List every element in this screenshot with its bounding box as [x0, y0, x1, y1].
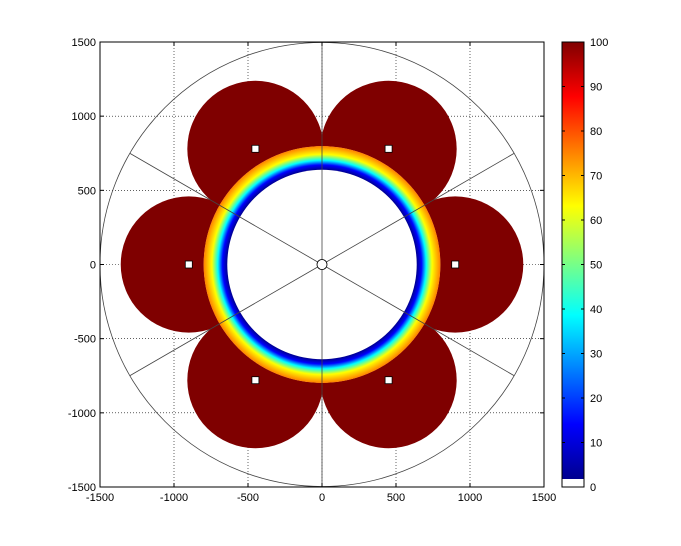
gradient-band	[203, 195, 265, 334]
x-tick-label: 500	[387, 492, 405, 504]
x-tick-label: -1000	[160, 492, 188, 504]
colorbar-gradient	[562, 42, 584, 479]
y-axis-ticks: 1500 1000 500 0 -500 -1000 -1500	[68, 37, 544, 494]
marker	[384, 144, 393, 153]
colorbar-tick-label: 100	[590, 37, 608, 49]
colorbar-zero-band	[562, 479, 584, 487]
y-tick-label: -500	[74, 334, 96, 346]
y-tick-label: 0	[90, 260, 96, 272]
plot-axes: -1500 -1000 -500 0 500 1000 1500 150010005000-…	[68, 37, 556, 504]
x-tick-label: 0	[319, 492, 325, 504]
colorbar-tick-label: 0	[590, 482, 596, 494]
colorbar-tick-label: 20	[590, 393, 602, 405]
y-tick-label: 500	[78, 185, 96, 197]
colorbar-tick-label: 40	[590, 304, 602, 316]
y-tick-label: -1000	[68, 408, 96, 420]
y-tick-label: 1500	[72, 37, 96, 49]
x-tick-label: -500	[237, 492, 259, 504]
center-marker	[316, 259, 328, 270]
sector-line	[321, 264, 515, 377]
colorbar-tick-label: 90	[590, 82, 602, 94]
marker	[451, 260, 460, 269]
x-tick-label: -1500	[86, 492, 114, 504]
y-tick-label: 1000	[72, 111, 96, 123]
x-axis-ticks: -1500 -1000 -500 0 500 1000 1500	[86, 42, 556, 504]
marker	[184, 260, 193, 269]
colorbar-tick-label: 60	[590, 215, 602, 227]
x-tick-label: 1000	[458, 492, 482, 504]
colorbar-tick-label: 70	[590, 171, 602, 183]
y-tick-label: -1500	[68, 482, 96, 494]
x-tick-label: 1500	[532, 492, 556, 504]
colorbar-ticks: 0 10 20 30 40 50 60 70 80 90 100	[562, 37, 608, 494]
colorbar: 0 10 20 30 40 50 60 70 80 90 100	[561, 37, 608, 494]
markers	[184, 144, 460, 385]
colorbar-tick-label: 10	[590, 438, 602, 450]
colorbar-tick-label: 50	[590, 260, 602, 272]
sector-line	[129, 152, 323, 265]
sector-line	[129, 264, 323, 377]
sector-lines	[129, 42, 515, 487]
plot-content	[100, 42, 544, 487]
marker	[251, 376, 260, 385]
sector-line	[321, 152, 515, 265]
colorbar-tick-label: 30	[590, 349, 602, 361]
marker	[384, 376, 393, 385]
marker	[251, 144, 260, 153]
colorbar-tick-label: 80	[590, 126, 602, 138]
gradient-band	[379, 195, 441, 334]
